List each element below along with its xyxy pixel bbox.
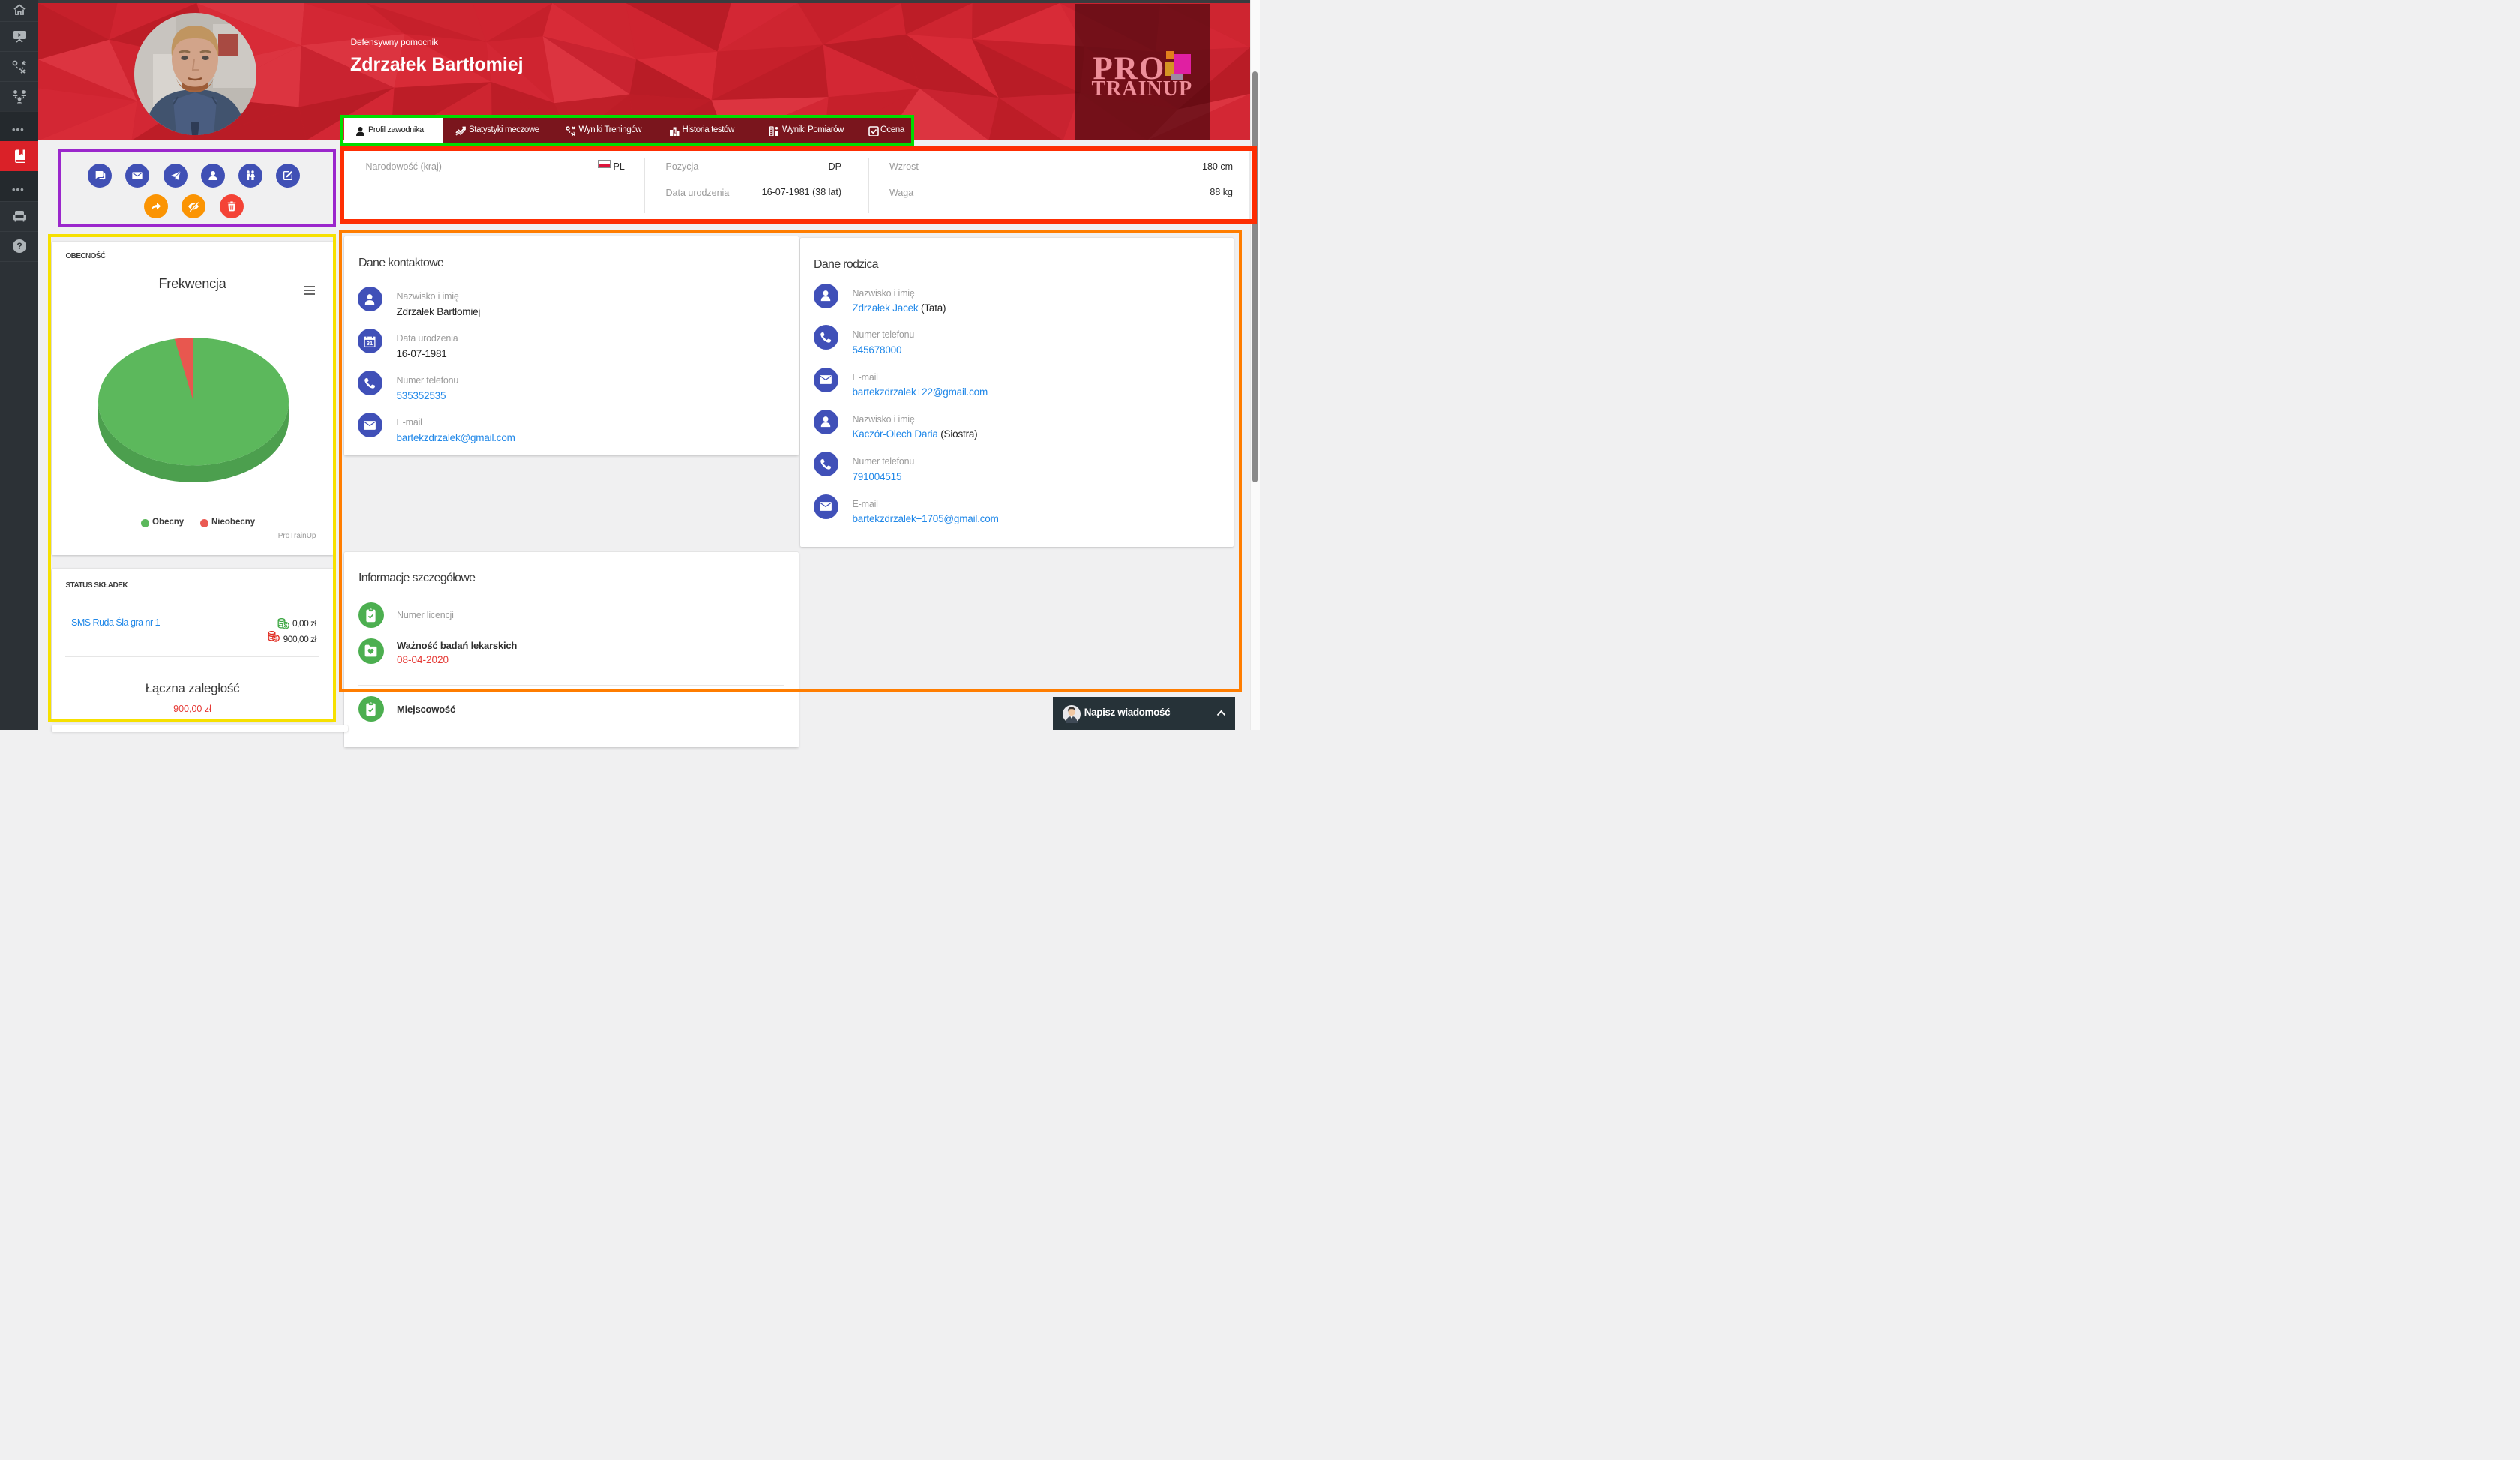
svg-text:31: 31 [367, 340, 373, 347]
svg-text:?: ? [16, 241, 22, 251]
svg-text:1: 1 [673, 129, 676, 134]
svg-text:$: $ [274, 635, 278, 642]
svg-text:$: $ [284, 621, 288, 629]
